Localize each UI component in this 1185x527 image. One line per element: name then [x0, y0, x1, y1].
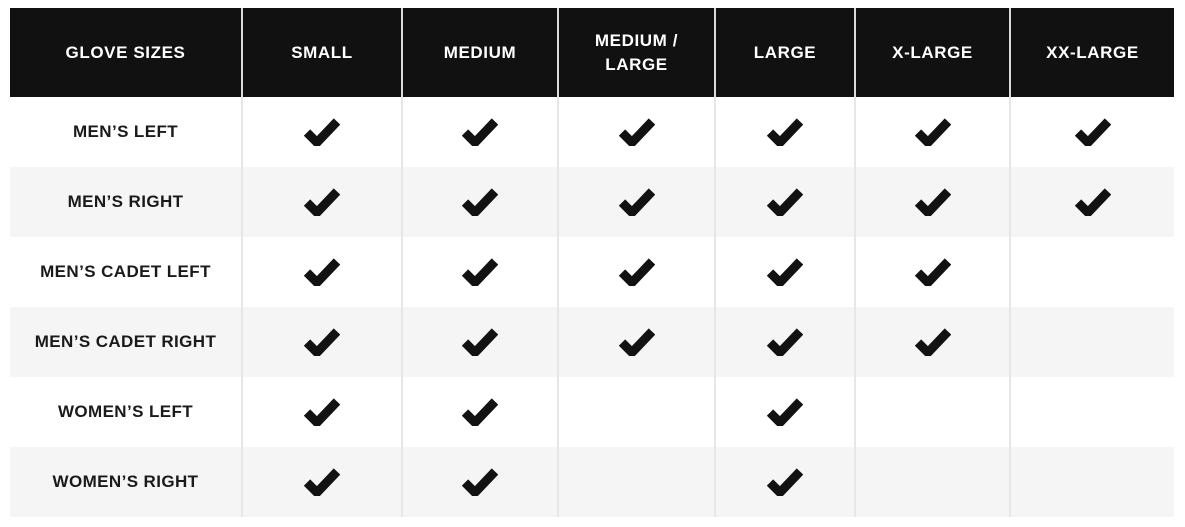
check-cell: [856, 97, 1011, 167]
empty-cell: [1011, 237, 1174, 307]
table-row-women-s-right: WOMEN’S RIGHT: [10, 447, 1174, 517]
check-cell: [716, 377, 856, 447]
check-cell: [403, 237, 559, 307]
check-icon: [767, 258, 803, 286]
check-cell: [403, 307, 559, 377]
check-cell: [559, 307, 716, 377]
column-header-label: MEDIUM / LARGE: [594, 30, 679, 74]
glove-size-availability-table: GLOVE SIZES SMALL MEDIUM MEDIUM / LARGE LARG…: [10, 8, 1174, 517]
column-header-label: SMALL: [291, 42, 353, 62]
check-cell: [243, 377, 403, 447]
header-row: GLOVE SIZES SMALL MEDIUM MEDIUM / LARGE LARG…: [10, 8, 1174, 97]
check-icon: [618, 328, 655, 356]
column-header-label: X-LARGE: [892, 42, 973, 62]
check-icon: [618, 188, 655, 216]
table-body: MEN’S LEFT MEN’S RIGHT MEN’S CADET LEFT MEN…: [10, 97, 1174, 517]
check-cell: [856, 307, 1011, 377]
row-label: MEN’S RIGHT: [10, 167, 243, 237]
row-label: MEN’S CADET RIGHT: [10, 307, 243, 377]
glove-sizes-table-container: GLOVE SIZES SMALL MEDIUM MEDIUM / LARGE LARG…: [10, 8, 1174, 517]
check-cell: [716, 447, 856, 517]
table-row-men-s-right: MEN’S RIGHT: [10, 167, 1174, 237]
row-label: MEN’S CADET LEFT: [10, 237, 243, 307]
check-icon: [462, 468, 498, 496]
check-icon: [462, 328, 498, 356]
check-cell: [559, 167, 716, 237]
empty-cell: [856, 447, 1011, 517]
table-row-men-s-cadet-right: MEN’S CADET RIGHT: [10, 307, 1174, 377]
check-icon: [462, 188, 498, 216]
column-header-large: LARGE: [716, 8, 856, 97]
check-cell: [403, 97, 559, 167]
column-header-label: MEDIUM: [443, 42, 517, 62]
column-header-label: GLOVE SIZES: [65, 42, 186, 62]
check-icon: [767, 188, 803, 216]
check-icon: [767, 328, 803, 356]
check-icon: [767, 398, 803, 426]
table-header: GLOVE SIZES SMALL MEDIUM MEDIUM / LARGE LARG…: [10, 8, 1174, 97]
check-cell: [716, 97, 856, 167]
column-header-medium-large: MEDIUM / LARGE: [559, 8, 716, 97]
row-label: WOMEN’S RIGHT: [10, 447, 243, 517]
check-icon: [767, 468, 803, 496]
check-icon: [304, 118, 340, 146]
empty-cell: [559, 377, 716, 447]
check-icon: [462, 258, 498, 286]
check-icon: [767, 118, 803, 146]
check-icon: [914, 188, 951, 216]
check-icon: [304, 468, 340, 496]
check-cell: [559, 97, 716, 167]
check-icon: [304, 328, 340, 356]
check-cell: [1011, 167, 1174, 237]
row-label: WOMEN’S LEFT: [10, 377, 243, 447]
check-cell: [559, 237, 716, 307]
check-icon: [914, 258, 951, 286]
check-icon: [304, 398, 340, 426]
column-header-label: LARGE: [753, 42, 817, 62]
row-label: MEN’S LEFT: [10, 97, 243, 167]
check-icon: [1074, 188, 1111, 216]
check-icon: [914, 328, 951, 356]
check-cell: [243, 167, 403, 237]
check-cell: [716, 307, 856, 377]
empty-cell: [1011, 377, 1174, 447]
table-row-women-s-left: WOMEN’S LEFT: [10, 377, 1174, 447]
column-header-x-large: X-LARGE: [856, 8, 1011, 97]
check-icon: [462, 118, 498, 146]
column-header-medium: MEDIUM: [403, 8, 559, 97]
column-header-label: XX-LARGE: [1046, 42, 1139, 62]
empty-cell: [1011, 307, 1174, 377]
check-icon: [304, 188, 340, 216]
check-cell: [403, 167, 559, 237]
table-row-men-s-cadet-left: MEN’S CADET LEFT: [10, 237, 1174, 307]
column-header-small: SMALL: [243, 8, 403, 97]
check-cell: [243, 237, 403, 307]
check-cell: [403, 447, 559, 517]
check-icon: [304, 258, 340, 286]
check-icon: [618, 118, 655, 146]
check-cell: [243, 447, 403, 517]
check-cell: [716, 167, 856, 237]
column-header-glove-sizes: GLOVE SIZES: [10, 8, 243, 97]
check-cell: [716, 237, 856, 307]
check-cell: [1011, 97, 1174, 167]
check-icon: [462, 398, 498, 426]
check-icon: [618, 258, 655, 286]
table-row-men-s-left: MEN’S LEFT: [10, 97, 1174, 167]
empty-cell: [1011, 447, 1174, 517]
empty-cell: [559, 447, 716, 517]
check-icon: [914, 118, 951, 146]
check-cell: [856, 237, 1011, 307]
empty-cell: [856, 377, 1011, 447]
check-cell: [243, 97, 403, 167]
check-cell: [243, 307, 403, 377]
check-icon: [1074, 118, 1111, 146]
column-header-xx-large: XX-LARGE: [1011, 8, 1174, 97]
check-cell: [403, 377, 559, 447]
check-cell: [856, 167, 1011, 237]
